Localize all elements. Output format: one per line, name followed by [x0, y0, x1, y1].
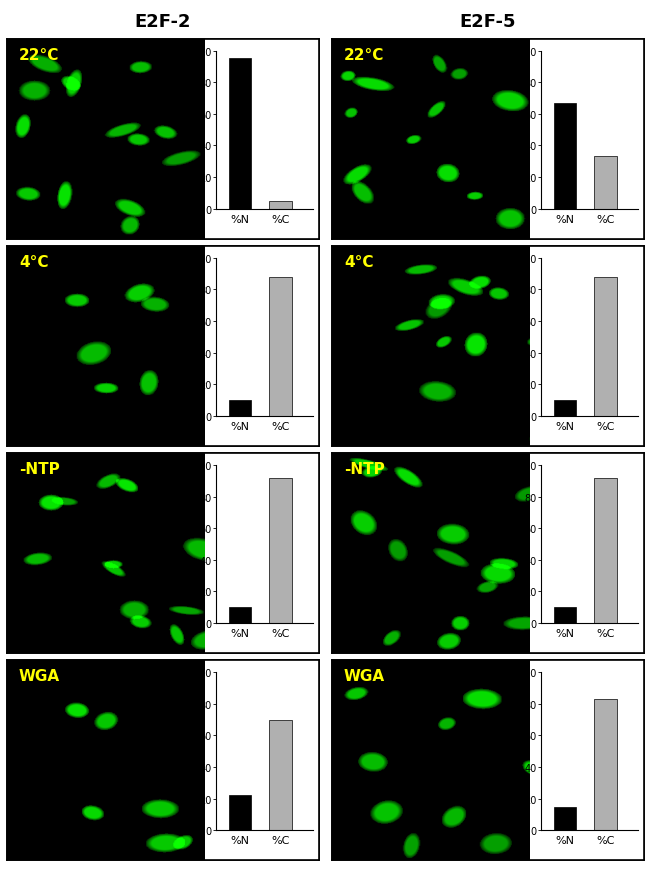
- Bar: [554, 103, 577, 210]
- Bar: [229, 795, 252, 831]
- Text: WGA: WGA: [19, 668, 60, 683]
- Bar: [554, 608, 577, 624]
- Bar: [229, 60, 252, 210]
- Bar: [270, 277, 292, 417]
- Text: E2F-2: E2F-2: [135, 13, 190, 31]
- Bar: [595, 157, 617, 210]
- Bar: [229, 608, 252, 624]
- Bar: [595, 478, 617, 624]
- Text: WGA: WGA: [344, 668, 385, 683]
- Bar: [595, 699, 617, 831]
- Text: -NTP: -NTP: [344, 461, 385, 476]
- Text: 22°C: 22°C: [344, 47, 384, 62]
- Bar: [554, 807, 577, 831]
- Bar: [554, 401, 577, 417]
- Text: -NTP: -NTP: [19, 461, 60, 476]
- Bar: [595, 277, 617, 417]
- Bar: [270, 478, 292, 624]
- Text: 4°C: 4°C: [19, 254, 49, 269]
- Bar: [229, 401, 252, 417]
- Text: 4°C: 4°C: [344, 254, 374, 269]
- Text: E2F-5: E2F-5: [460, 13, 515, 31]
- Text: 22°C: 22°C: [19, 47, 59, 62]
- Bar: [270, 202, 292, 210]
- Bar: [270, 720, 292, 831]
